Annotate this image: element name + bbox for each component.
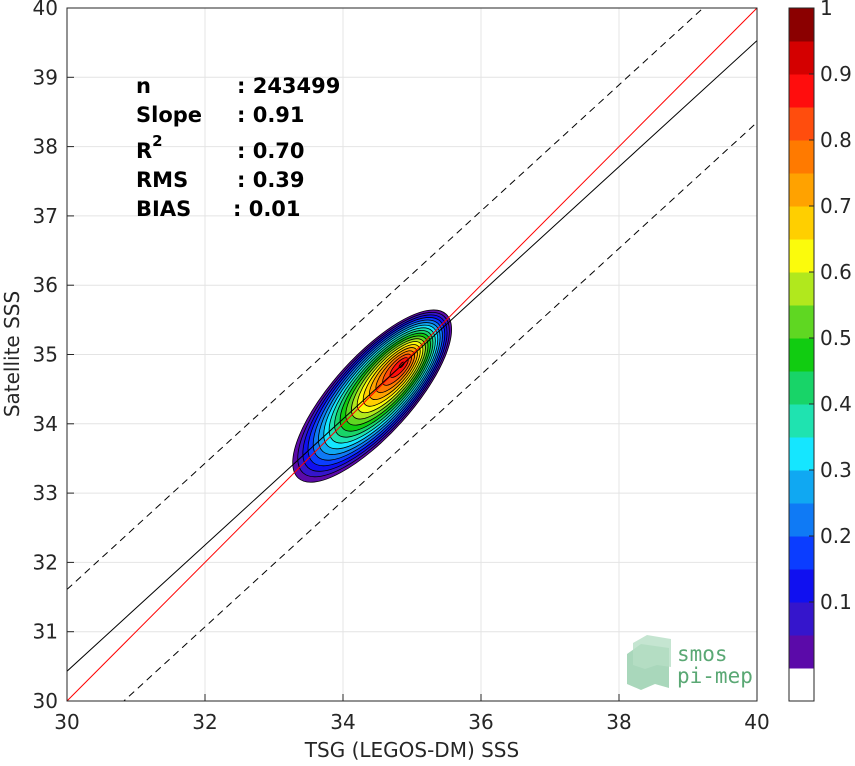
colorbar-segment (789, 470, 814, 504)
colorbar-segment (789, 173, 814, 207)
colorbar-ticks: 0.1 0.2 0.3 0.4 0.5 0.6 0.7 0.8 0.9 1 (809, 0, 852, 614)
colorbar-segment (789, 239, 814, 273)
colorbar-tick-label: 0.5 (820, 326, 852, 350)
colorbar-tick-label: 0.4 (820, 392, 852, 416)
y-tick-label: 39 (33, 65, 58, 89)
colorbar-segment (789, 437, 814, 471)
x-axis-label: TSG (LEGOS-DM) SSS (304, 738, 519, 762)
reference-lines (67, 8, 757, 701)
colorbar-segment (789, 503, 814, 537)
colorbar-tick-label: 0.2 (820, 524, 852, 548)
colorbar-segment (789, 8, 814, 42)
colorbar-segment (789, 74, 814, 108)
colorbar-tick-label: 0.8 (820, 128, 852, 152)
colorbar-tick-label: 1 (820, 0, 833, 20)
y-tick-label: 32 (33, 550, 58, 574)
stat-n-label: n (136, 74, 151, 98)
colorbar-segment (789, 305, 814, 339)
colorbar-segment (789, 404, 814, 438)
colorbar-segment (789, 206, 814, 240)
svg-text:BIAS: BIAS (136, 197, 191, 221)
svg-text:: 0.39: : 0.39 (237, 168, 305, 192)
identity-line (67, 8, 757, 701)
colorbar (788, 7, 815, 702)
y-tick-label: 38 (33, 135, 58, 159)
svg-text:: 0.01: : 0.01 (233, 197, 301, 221)
stat-bias-value: : 0.01 (233, 197, 301, 221)
colorbar-segment (789, 140, 814, 174)
colorbar-segment (789, 569, 814, 603)
svg-text:R2: R2 (136, 132, 163, 163)
y-tick-label: 37 (33, 204, 58, 228)
y-tick-label: 40 (33, 0, 58, 20)
svg-text:: 0.91: : 0.91 (237, 103, 305, 127)
x-tick-label: 32 (192, 710, 217, 734)
svg-text:Slope: Slope (136, 103, 202, 127)
colorbar-frame (788, 7, 815, 702)
colorbar-segment (789, 602, 814, 636)
stat-slope-label: Slope (136, 103, 202, 127)
colorbar-segment (789, 107, 814, 141)
y-tick-label: 31 (33, 620, 58, 644)
colorbar-tick-label: 0.1 (820, 590, 852, 614)
colorbar-segment (789, 338, 814, 372)
x-axis-ticks: 30 32 34 36 38 40 (54, 694, 770, 734)
stat-bias-label: BIAS (136, 197, 191, 221)
smos-pi-mep-logo: smos pi-mep (627, 635, 753, 690)
colorbar-tick-label: 0.6 (820, 260, 852, 284)
stat-slope-value: : 0.91 (237, 103, 305, 127)
stat-n-value: : 243499 (237, 74, 340, 98)
colorbar-segment (789, 536, 814, 570)
logo-text-pi-mep: pi-mep (677, 664, 753, 688)
stat-rms-value: : 0.39 (237, 168, 305, 192)
x-tick-label: 30 (54, 710, 79, 734)
y-axis-ticks: 30 31 32 33 34 35 36 37 38 39 40 (33, 0, 74, 713)
colorbar-segment (789, 371, 814, 405)
stat-r2-label: R (136, 139, 152, 163)
x-tick-label: 40 (744, 710, 769, 734)
stat-r2-value: : 0.70 (237, 139, 305, 163)
svg-text:: 0.70: : 0.70 (237, 139, 305, 163)
svg-text:: 243499: : 243499 (237, 74, 340, 98)
stats-box: n : 243499 Slope : 0.91 R2 : 0.70 RMS : … (136, 74, 340, 221)
logo-text-smos: smos (677, 642, 728, 666)
svg-text:n: n (136, 74, 151, 98)
regression-fit-line (67, 40, 757, 672)
colorbar-tick-label: 0.3 (820, 458, 852, 482)
colorbar-segment (789, 41, 814, 75)
stat-rms-label: RMS (136, 168, 188, 192)
x-tick-label: 36 (468, 710, 493, 734)
stat-r2-superscript: 2 (152, 132, 162, 150)
svg-text:RMS: RMS (136, 168, 188, 192)
x-tick-label: 34 (330, 710, 355, 734)
y-tick-label: 36 (33, 273, 58, 297)
y-tick-label: 34 (33, 412, 58, 436)
colorbar-tick-label: 0.7 (820, 194, 852, 218)
colorbar-segment (789, 635, 814, 669)
y-tick-label: 35 (33, 343, 58, 367)
y-axis-label: Satellite SSS (0, 291, 24, 417)
colorbar-segment (789, 668, 814, 702)
y-tick-label: 30 (33, 689, 58, 713)
colorbar-segment (789, 272, 814, 306)
colorbar-tick-label: 0.9 (820, 62, 852, 86)
grid (66, 7, 758, 702)
y-tick-label: 33 (33, 481, 58, 505)
x-tick-label: 38 (606, 710, 631, 734)
